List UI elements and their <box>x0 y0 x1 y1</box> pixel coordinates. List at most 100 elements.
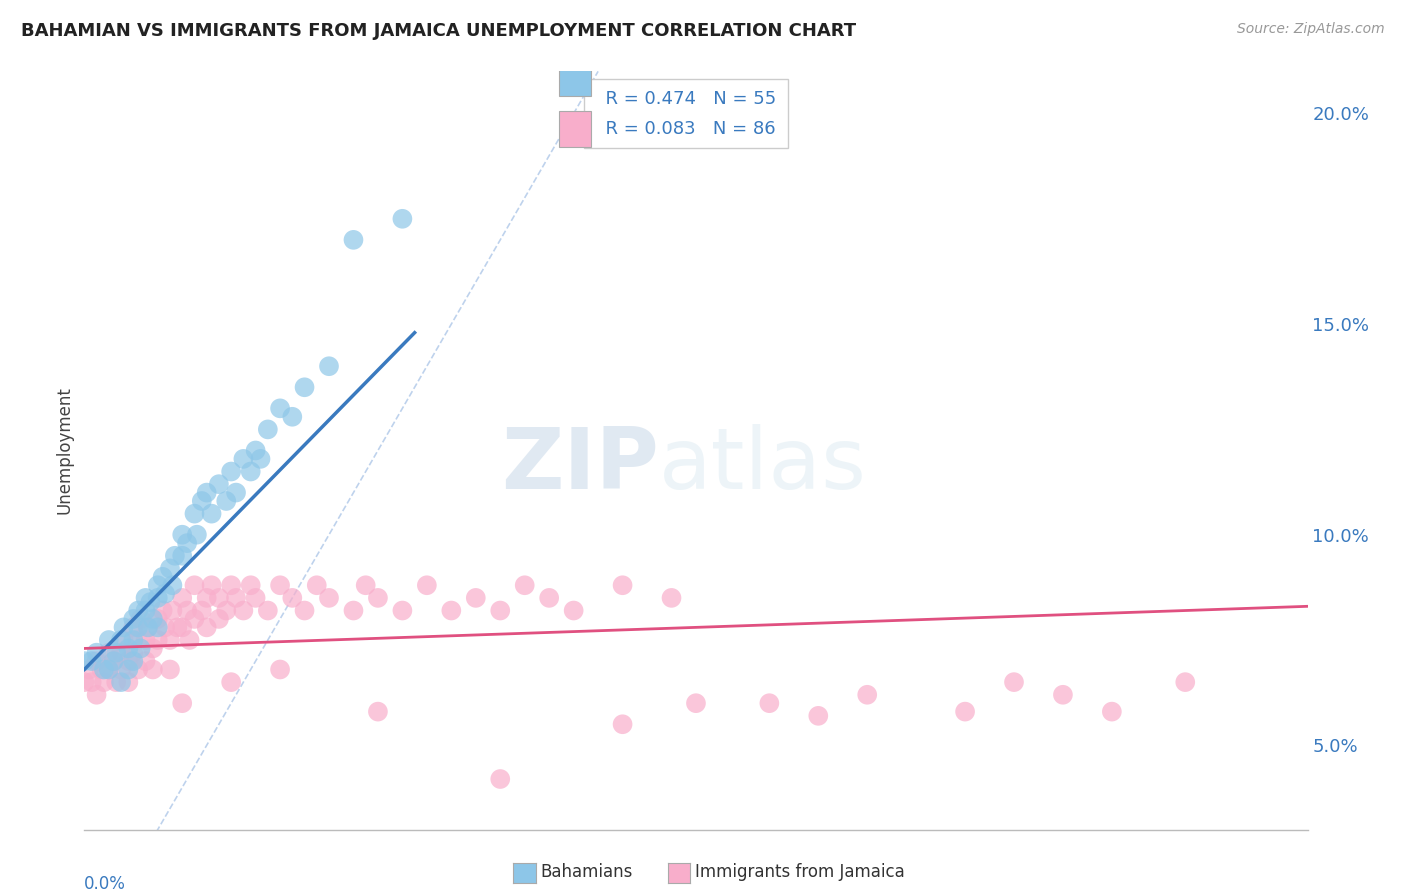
Point <box>367 705 389 719</box>
Point <box>122 646 145 660</box>
Point <box>97 663 120 677</box>
Point <box>489 772 512 786</box>
Point <box>318 591 340 605</box>
Point <box>172 696 194 710</box>
Point <box>219 675 242 690</box>
Point <box>117 675 139 690</box>
Point <box>159 561 181 575</box>
Point <box>97 646 120 660</box>
FancyBboxPatch shape <box>560 111 591 147</box>
Point <box>257 422 280 436</box>
Point <box>1101 705 1123 719</box>
Point <box>127 603 149 617</box>
Point <box>163 549 186 563</box>
Point <box>200 507 222 521</box>
Point <box>110 663 132 677</box>
Point <box>249 451 271 466</box>
Point <box>172 591 194 605</box>
Point <box>1174 675 1197 690</box>
Point <box>758 696 780 710</box>
Point <box>294 603 316 617</box>
Point <box>129 612 152 626</box>
Point <box>318 359 340 374</box>
Point <box>367 591 389 605</box>
Text: 0.0%: 0.0% <box>84 875 127 892</box>
Point <box>93 675 115 690</box>
Point <box>86 654 108 668</box>
Point <box>86 646 108 660</box>
Point <box>807 708 830 723</box>
Text: Immigrants from Jamaica: Immigrants from Jamaica <box>695 863 904 881</box>
Point <box>391 211 413 226</box>
Point <box>489 603 512 617</box>
Point <box>215 603 238 617</box>
Point <box>305 578 328 592</box>
Point <box>208 477 231 491</box>
Point <box>129 641 152 656</box>
Point <box>112 633 135 648</box>
Point <box>215 494 238 508</box>
Point <box>269 663 291 677</box>
Point <box>127 633 149 648</box>
Point <box>661 591 683 605</box>
Point <box>183 578 205 592</box>
Point <box>146 578 169 592</box>
Point <box>122 612 145 626</box>
Point <box>440 603 463 617</box>
Point <box>159 633 181 648</box>
Point <box>281 591 304 605</box>
Point <box>153 620 176 634</box>
Point <box>110 646 132 660</box>
Point <box>176 536 198 550</box>
Point <box>1052 688 1074 702</box>
FancyBboxPatch shape <box>560 60 591 96</box>
Point <box>464 591 486 605</box>
Point <box>139 595 162 609</box>
Point <box>269 401 291 416</box>
Point <box>80 654 103 668</box>
Point <box>159 663 181 677</box>
Point <box>225 591 247 605</box>
Point <box>232 603 254 617</box>
Text: atlas: atlas <box>659 424 868 508</box>
Point <box>97 633 120 648</box>
Point <box>142 612 165 626</box>
Point <box>281 409 304 424</box>
Point <box>103 654 125 668</box>
Point <box>117 663 139 677</box>
Point <box>162 578 184 592</box>
Point <box>105 675 128 690</box>
Point <box>1002 675 1025 690</box>
Point <box>135 633 157 648</box>
Point <box>153 587 176 601</box>
Point <box>122 620 145 634</box>
Point <box>391 603 413 617</box>
Point <box>183 507 205 521</box>
Point <box>136 620 159 634</box>
Point <box>117 641 139 656</box>
Point <box>179 633 201 648</box>
Point <box>77 663 100 677</box>
Point <box>612 717 634 731</box>
Point <box>195 620 218 634</box>
Point <box>239 578 262 592</box>
Point <box>953 705 976 719</box>
Text: R = 0.474   N = 55
  R = 0.083   N = 86: R = 0.474 N = 55 R = 0.083 N = 86 <box>595 90 776 137</box>
Point <box>538 591 561 605</box>
Point <box>685 696 707 710</box>
Point <box>135 591 157 605</box>
Point <box>195 485 218 500</box>
Point <box>208 612 231 626</box>
Point <box>186 527 208 541</box>
Point <box>172 549 194 563</box>
Point <box>269 578 291 592</box>
Point <box>127 663 149 677</box>
Point <box>146 612 169 626</box>
Point <box>93 663 115 677</box>
Point <box>146 633 169 648</box>
Point <box>97 663 120 677</box>
Text: BAHAMIAN VS IMMIGRANTS FROM JAMAICA UNEMPLOYMENT CORRELATION CHART: BAHAMIAN VS IMMIGRANTS FROM JAMAICA UNEM… <box>21 22 856 40</box>
Point <box>90 663 112 677</box>
Point <box>239 465 262 479</box>
Point <box>110 633 132 648</box>
